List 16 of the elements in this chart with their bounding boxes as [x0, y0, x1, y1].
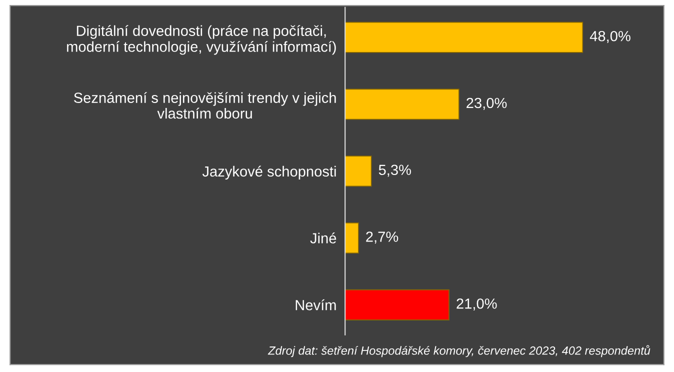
- bar: [345, 289, 450, 320]
- y-tick-label: Seznámení s nejnovějšími trendy v jejich vlastním oboru: [74, 92, 336, 119]
- y-tick-label: Jazykové schopnosti: [202, 166, 336, 180]
- bar: [345, 22, 584, 53]
- data-label: 23,0%: [466, 98, 507, 110]
- bar: [345, 222, 359, 254]
- data-label: 48,0%: [590, 30, 630, 44]
- data-label: 21,0%: [456, 298, 497, 311]
- bar: [345, 88, 460, 120]
- y-tick-label: Nevím: [296, 299, 336, 310]
- data-label: 2,7%: [366, 232, 398, 244]
- text: Zdroj dat: šetření Hospodářské komory, červenec 2023, 402 respondentů: [268, 345, 650, 358]
- y-tick-label: Jiné: [310, 232, 336, 244]
- data-label: 5,3%: [378, 164, 411, 177]
- y-tick-label: Digitální dovednosti (práce na počítači, moderní technologie, využívání informací): [67, 25, 336, 55]
- bar: [345, 156, 372, 187]
